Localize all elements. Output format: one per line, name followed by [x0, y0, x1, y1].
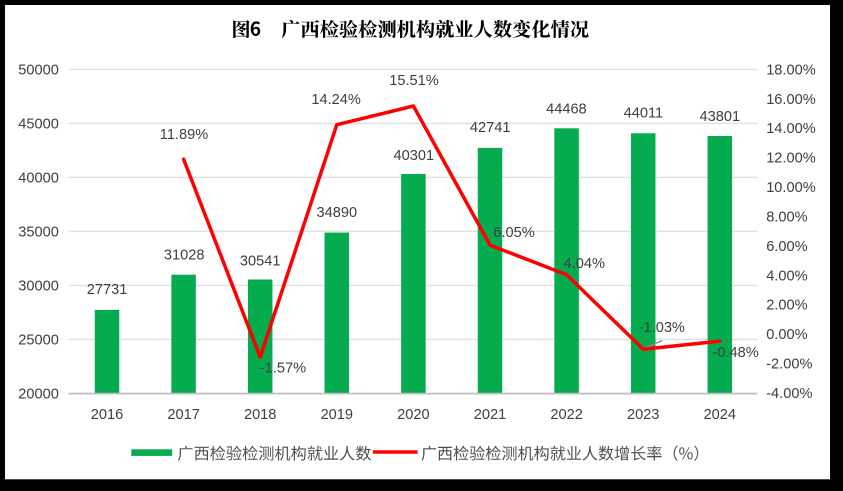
svg-text:27731: 27731	[87, 282, 128, 298]
svg-text:43801: 43801	[700, 109, 741, 125]
svg-text:20000: 20000	[18, 386, 59, 402]
svg-text:40301: 40301	[394, 148, 435, 164]
svg-text:2024: 2024	[704, 407, 736, 423]
svg-text:30541: 30541	[240, 253, 281, 269]
svg-text:2020: 2020	[397, 407, 429, 423]
svg-text:15.51%: 15.51%	[389, 73, 439, 89]
svg-text:0.00%: 0.00%	[766, 327, 807, 343]
svg-text:-1.03%: -1.03%	[639, 320, 685, 336]
svg-text:6.00%: 6.00%	[766, 239, 807, 255]
svg-text:40000: 40000	[18, 170, 59, 186]
svg-text:4.00%: 4.00%	[766, 268, 807, 284]
svg-text:18.00%: 18.00%	[766, 62, 816, 78]
svg-text:14.00%: 14.00%	[766, 121, 816, 137]
svg-text:-1.57%: -1.57%	[260, 361, 306, 377]
svg-text:34890: 34890	[317, 205, 358, 221]
svg-text:11.89%: 11.89%	[160, 127, 208, 143]
svg-text:2018: 2018	[244, 407, 276, 423]
svg-text:14.24%: 14.24%	[311, 92, 361, 108]
svg-text:2021: 2021	[474, 407, 506, 423]
svg-text:44468: 44468	[546, 101, 587, 117]
svg-text:42741: 42741	[470, 120, 511, 136]
svg-text:8.00%: 8.00%	[766, 209, 807, 225]
svg-text:2022: 2022	[550, 407, 582, 423]
svg-text:2.00%: 2.00%	[766, 298, 807, 314]
svg-text:2019: 2019	[321, 407, 353, 423]
svg-text:6.05%: 6.05%	[493, 225, 534, 241]
svg-text:-0.48%: -0.48%	[712, 345, 758, 361]
svg-text:25000: 25000	[18, 332, 59, 348]
svg-text:44011: 44011	[624, 106, 664, 122]
svg-text:-4.00%: -4.00%	[766, 386, 812, 402]
svg-text:12.00%: 12.00%	[766, 151, 816, 167]
svg-text:35000: 35000	[18, 224, 59, 240]
svg-text:2023: 2023	[627, 407, 659, 423]
svg-text:2017: 2017	[167, 407, 199, 423]
svg-text:45000: 45000	[18, 116, 59, 132]
svg-text:2016: 2016	[91, 407, 123, 423]
svg-text:30000: 30000	[18, 278, 59, 294]
svg-text:-2.00%: -2.00%	[766, 357, 812, 373]
svg-text:50000: 50000	[18, 62, 59, 78]
svg-text:16.00%: 16.00%	[766, 92, 816, 108]
svg-text:10.00%: 10.00%	[766, 180, 816, 196]
svg-text:4.04%: 4.04%	[564, 256, 605, 272]
svg-text:31028: 31028	[164, 248, 205, 264]
